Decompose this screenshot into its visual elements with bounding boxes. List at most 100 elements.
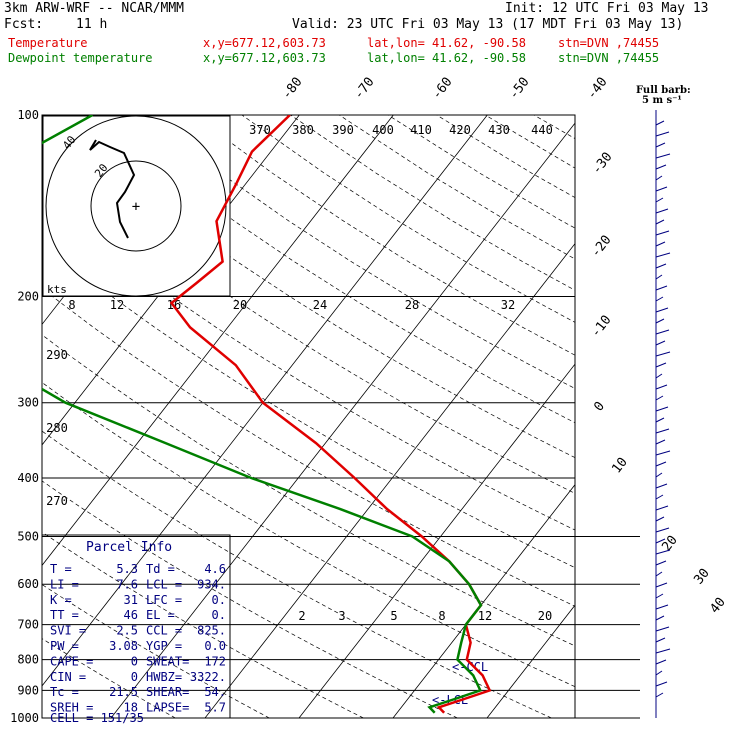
theta-label: 370 <box>249 123 271 137</box>
pressure-tick-label: 200 <box>17 290 39 304</box>
parcel-value: 5.3 <box>116 562 138 576</box>
wind-barb <box>655 472 663 478</box>
wind-barb <box>655 329 670 335</box>
wind-barb <box>655 417 665 423</box>
pressure-tick-label: 900 <box>17 683 39 697</box>
parcel-label: HWBZ= <box>146 670 182 684</box>
parcel-value: 54. <box>204 685 226 699</box>
parcel-value: 46 <box>124 608 138 622</box>
parcel-value: 2.5 <box>116 624 138 638</box>
wind-barb <box>655 560 667 566</box>
parcel-label: CAPE = <box>50 654 93 668</box>
forecast-label: Fcst: <box>4 17 44 32</box>
wind-barb <box>655 582 668 588</box>
isotherm-line <box>675 115 740 718</box>
pressure-tick-label: 100 <box>17 108 39 122</box>
parcel-value: 18 <box>124 701 138 715</box>
pressure-tick-label: 1000 <box>10 711 39 725</box>
pressure-tick-label: 800 <box>17 653 39 667</box>
parcel-label: TT = <box>50 608 79 622</box>
temperature-tick-label: 20 <box>659 533 680 555</box>
mixing-ratio-label: 8 <box>438 609 445 623</box>
dry-adiabat-line <box>241 115 575 323</box>
theta-label: 270 <box>46 494 68 508</box>
wind-barb <box>655 483 668 489</box>
isotherm-line <box>581 115 740 718</box>
theta-label: 390 <box>332 123 354 137</box>
parcel-label: Td = <box>146 562 175 576</box>
hodograph-ring-label: 40 <box>60 133 78 151</box>
mixing-ratio-label: 32 <box>501 298 515 312</box>
mixing-ratio-label: 20 <box>538 609 552 623</box>
dry-adiabat-line <box>144 115 575 389</box>
parcel-value: 4.6 <box>204 562 226 576</box>
wind-barb <box>655 615 665 621</box>
legend-dewpoint: Dewpoint temperature <box>8 51 153 65</box>
parcel-label: T = <box>50 562 72 576</box>
wind-barb <box>655 373 663 379</box>
wind-barb <box>655 219 665 225</box>
temperature-tick-label: 40 <box>707 595 728 617</box>
dewpoint-trace <box>42 115 483 714</box>
temperature-tick-label: -10 <box>588 313 614 341</box>
wind-barb <box>655 604 669 610</box>
hodograph-panel <box>42 115 231 297</box>
parcel-label: LCL = <box>146 577 182 591</box>
isotherm-line <box>486 604 575 718</box>
temperature-tick-label: 30 <box>691 566 712 588</box>
theta-label: 380 <box>292 123 314 137</box>
parcel-value: 0 <box>131 654 138 668</box>
valid-time: Valid: 23 UTC Fri 03 May 13 (17 MDT Fri … <box>292 17 684 32</box>
dry-adiabats <box>42 115 575 718</box>
parcel-label: PW = <box>50 639 79 653</box>
wind-barb <box>655 340 666 346</box>
parcel-label: K = <box>50 593 72 607</box>
dew-xy: x,y=677.12,603.73 <box>203 51 326 65</box>
wind-barb <box>655 648 671 654</box>
wind-barb <box>655 681 668 687</box>
wind-barb <box>655 318 665 324</box>
wind-barb <box>655 406 669 412</box>
parcel-value: 21.5 <box>109 685 138 699</box>
dew-latlon: lat,lon= 41.62, -90.58 <box>367 51 526 65</box>
parcel-value: 5.7 <box>204 701 226 715</box>
parcel-value: 7.6 <box>116 577 138 591</box>
wind-barb <box>655 164 667 170</box>
wind-barb <box>655 175 663 181</box>
hodograph-center: + <box>132 199 140 215</box>
wind-barb <box>655 692 664 698</box>
dry-adiabat-line <box>339 115 575 260</box>
wind-barb <box>655 659 667 665</box>
wind-barb <box>655 549 671 555</box>
wind-barb <box>655 505 669 511</box>
isotherms <box>42 115 740 718</box>
parcel-value: 825. <box>197 624 226 638</box>
wind-barb <box>655 571 663 577</box>
wind-barb <box>655 637 666 643</box>
forecast-hour: 11 h <box>76 17 108 32</box>
dry-adiabat-line <box>42 382 575 688</box>
parcel-value: 3322. <box>190 670 226 684</box>
parcel-label: SHEAR= <box>146 685 189 699</box>
parcel-value: 0 <box>131 670 138 684</box>
dry-adiabat-line <box>387 115 575 229</box>
mixing-ratio-label: 12 <box>110 298 124 312</box>
wind-barb <box>655 252 671 258</box>
mixing-ratio-label: 3 <box>338 609 345 623</box>
wind-barb <box>655 307 669 313</box>
temperature-tick-label: -40 <box>584 75 610 103</box>
mixing-ratio-label: 20 <box>233 298 247 312</box>
theta-label: 410 <box>410 123 432 137</box>
theta-label: 420 <box>449 123 471 137</box>
isotherm-line <box>204 242 575 718</box>
temperature-tick-label: -70 <box>351 75 377 103</box>
dry-adiabat-line <box>42 638 176 718</box>
mixing-ratio-label: 24 <box>313 298 327 312</box>
isotherm-line <box>392 484 575 718</box>
dry-adiabat-line <box>290 115 575 291</box>
wind-barb <box>655 428 670 434</box>
pressure-tick-label: 700 <box>17 618 39 632</box>
parcel-box-frame <box>42 534 231 718</box>
parcel-value: 31 <box>124 593 138 607</box>
kts-label: kts <box>47 283 67 296</box>
